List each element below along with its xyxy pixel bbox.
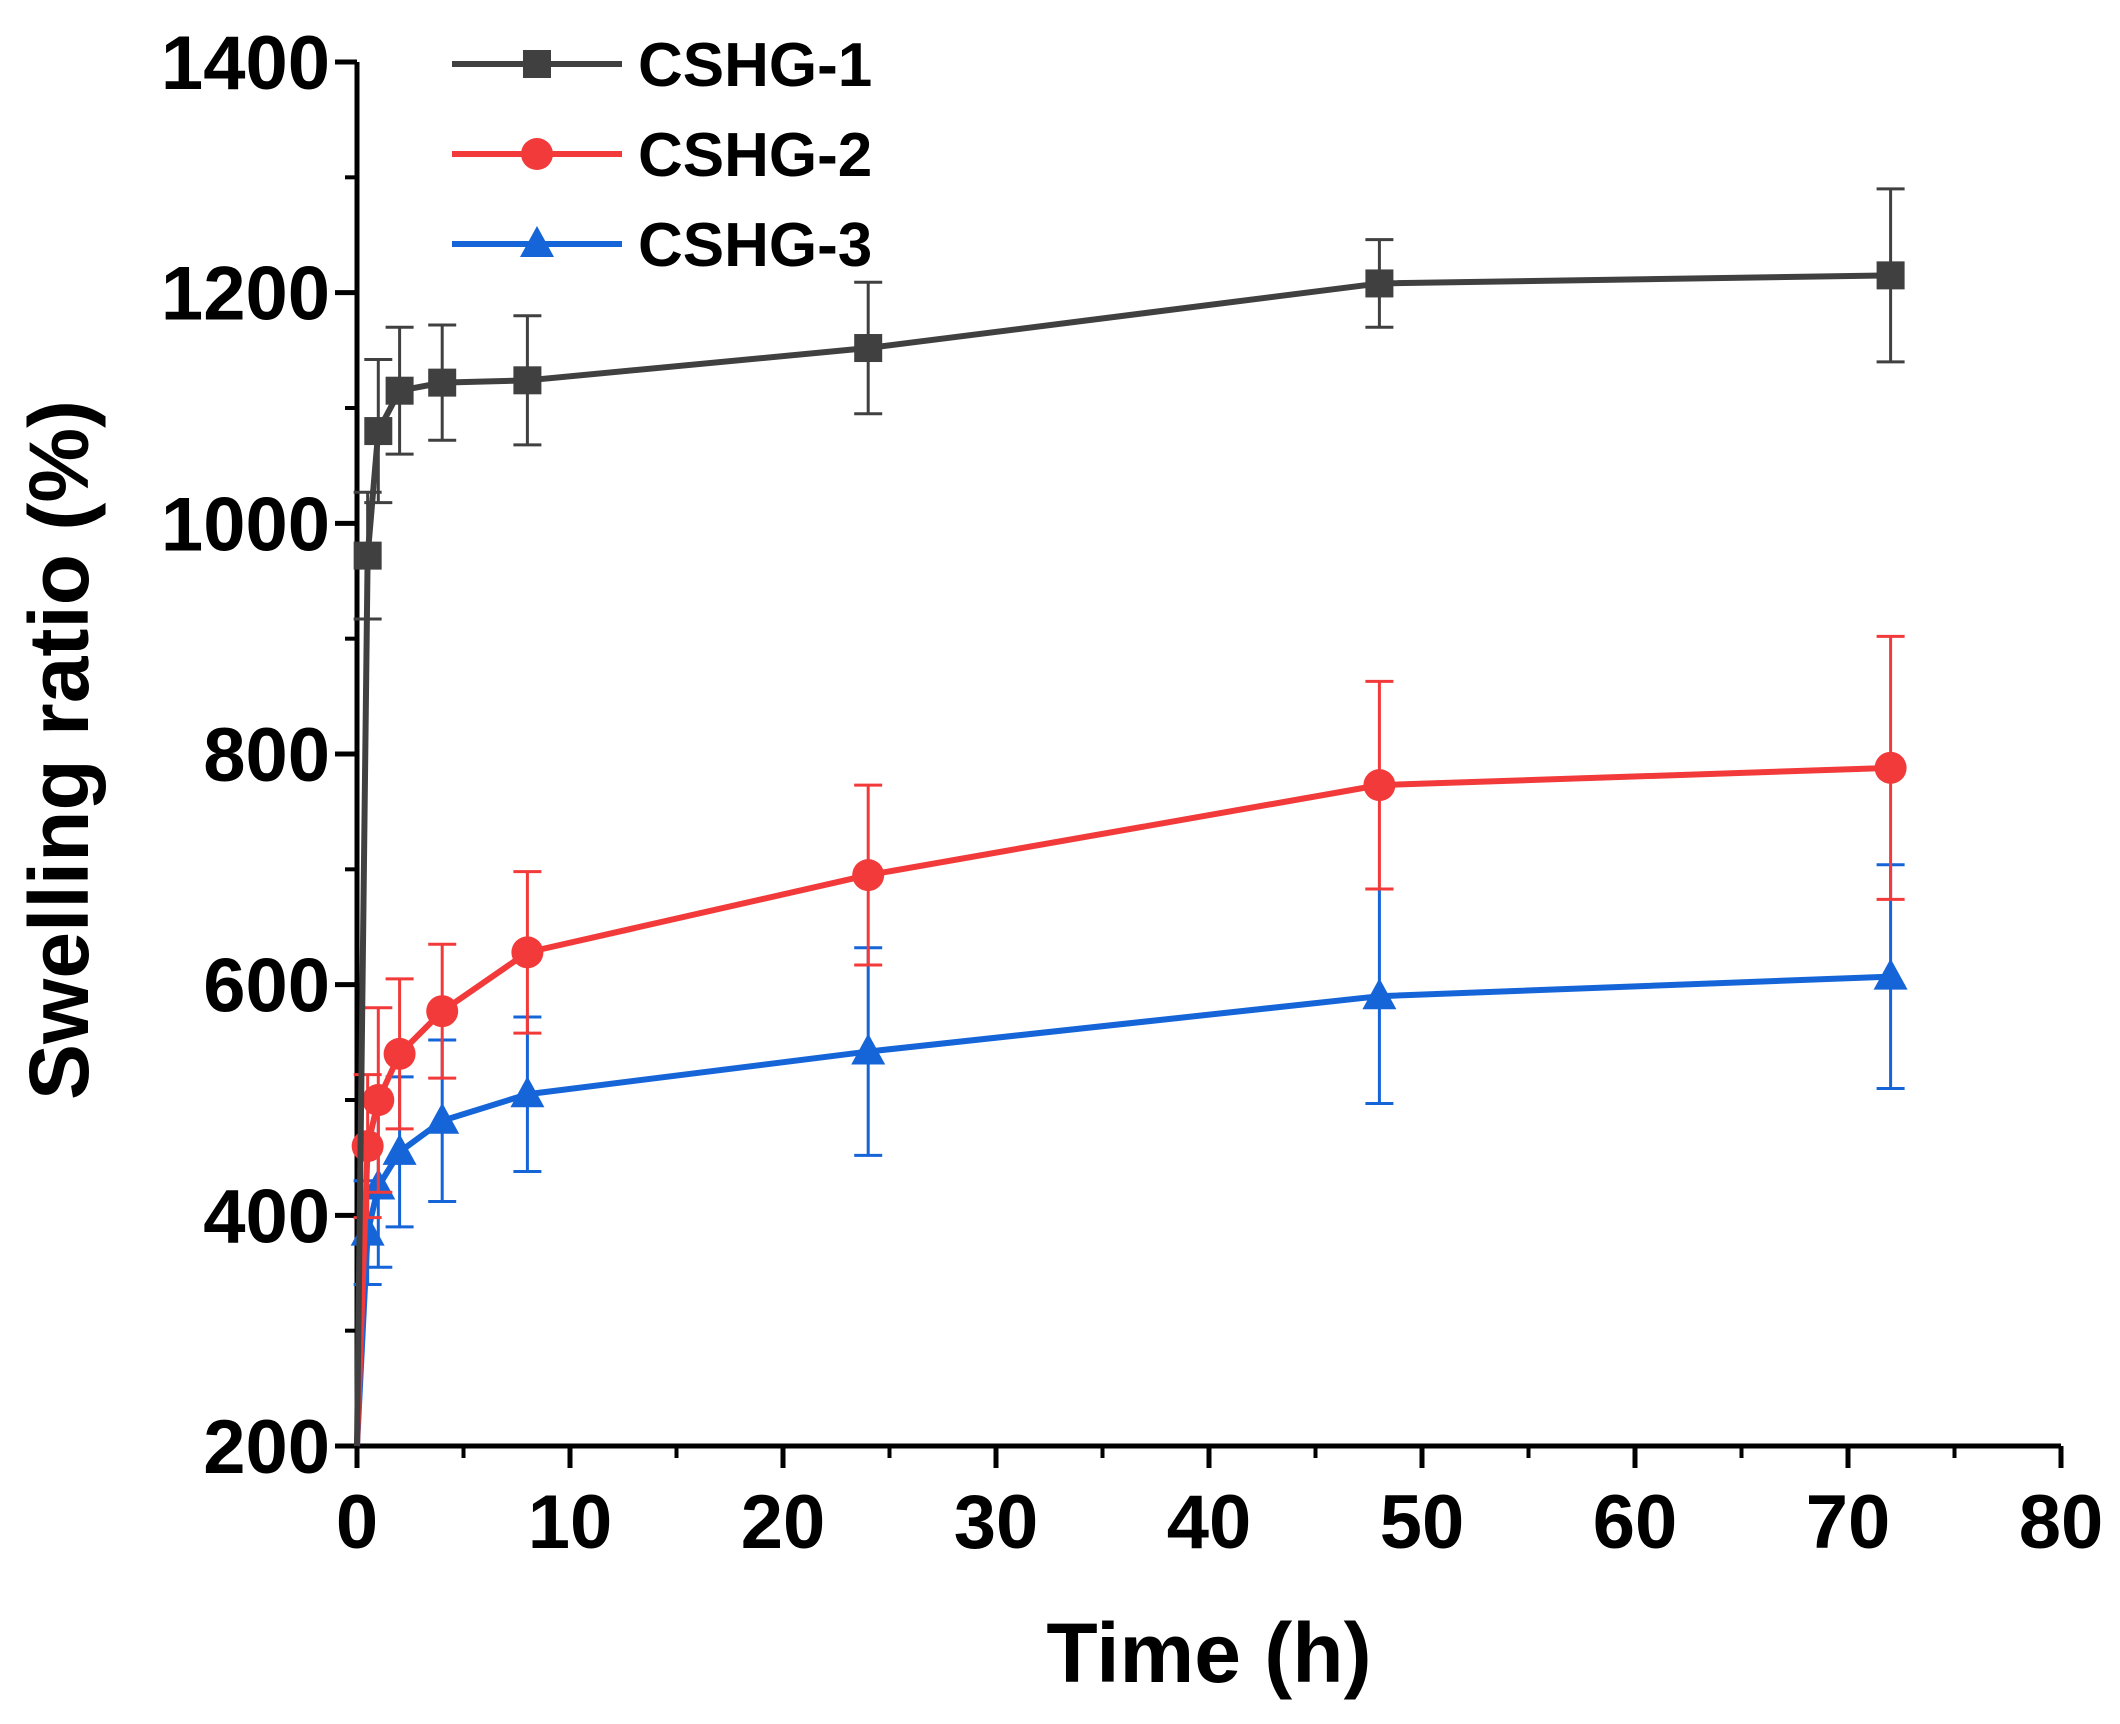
data-point <box>425 1102 460 1134</box>
data-point <box>1362 978 1397 1010</box>
legend: CSHG-1 CSHG-2 CSHG-3 <box>452 31 872 280</box>
data-point <box>383 1037 416 1070</box>
x-tick-label: 80 <box>2019 1480 2104 1565</box>
y-ticks: 200 400 600 800 1000 1200 1400 <box>161 21 357 1490</box>
data-point <box>854 334 883 363</box>
data-point <box>382 1133 417 1165</box>
x-tick-label: 0 <box>336 1480 378 1565</box>
data-point <box>513 366 542 395</box>
data-point <box>510 1076 545 1108</box>
data-point <box>362 1084 395 1116</box>
data-point <box>1874 751 1907 784</box>
y-tick-label: 1200 <box>161 252 330 337</box>
data-point <box>1876 261 1905 290</box>
y-axis-title: Swelling ratio (%) <box>12 400 106 1100</box>
series-line <box>354 272 1891 1447</box>
y-tick-label: 200 <box>203 1405 330 1490</box>
data-point <box>364 417 393 446</box>
legend-label: CSHG-3 <box>638 211 872 280</box>
x-tick-label: 50 <box>1380 1480 1465 1565</box>
legend-marker <box>523 50 551 78</box>
series-cshg-1 <box>353 187 1905 1447</box>
data-point <box>351 1130 384 1163</box>
y-tick-label: 400 <box>203 1174 330 1259</box>
data-point <box>426 995 459 1028</box>
legend-label: CSHG-1 <box>638 31 872 100</box>
legend-item-cshg-2: CSHG-2 <box>452 121 872 190</box>
y-tick-label: 1000 <box>161 482 330 567</box>
data-point <box>1873 958 1908 990</box>
data-point <box>1365 269 1394 298</box>
x-axis-title: Time (h) <box>1046 1606 1371 1700</box>
x-tick-label: 30 <box>954 1480 1039 1565</box>
legend-label: CSHG-2 <box>638 121 872 190</box>
data-point <box>852 859 885 892</box>
data-point <box>511 936 544 969</box>
data-point <box>353 541 382 570</box>
y-tick-label: 1400 <box>161 21 330 106</box>
legend-marker <box>520 226 554 257</box>
axes: 0 10 20 30 40 50 60 70 80 200 400 600 800 1000 1200 14… <box>161 21 2103 1565</box>
plot-area <box>350 187 1908 1447</box>
legend-marker <box>521 138 553 170</box>
y-tick-label: 800 <box>203 713 330 798</box>
x-tick-label: 10 <box>528 1480 613 1565</box>
x-ticks: 0 10 20 30 40 50 60 70 80 <box>336 1446 2103 1565</box>
series-line <box>354 973 1891 1447</box>
data-point <box>385 376 414 405</box>
data-point <box>1363 769 1396 802</box>
series-line <box>354 764 1891 1447</box>
y-tick-label: 600 <box>203 944 330 1029</box>
x-tick-label: 70 <box>1806 1480 1891 1565</box>
data-point <box>428 368 457 397</box>
x-tick-label: 20 <box>741 1480 826 1565</box>
legend-item-cshg-3: CSHG-3 <box>452 211 872 280</box>
x-tick-label: 40 <box>1167 1480 1252 1565</box>
legend-item-cshg-1: CSHG-1 <box>452 31 872 100</box>
data-point <box>851 1033 886 1065</box>
series-cshg-2 <box>351 634 1907 1447</box>
x-tick-label: 60 <box>1593 1480 1678 1565</box>
series-cshg-3 <box>350 863 1908 1447</box>
